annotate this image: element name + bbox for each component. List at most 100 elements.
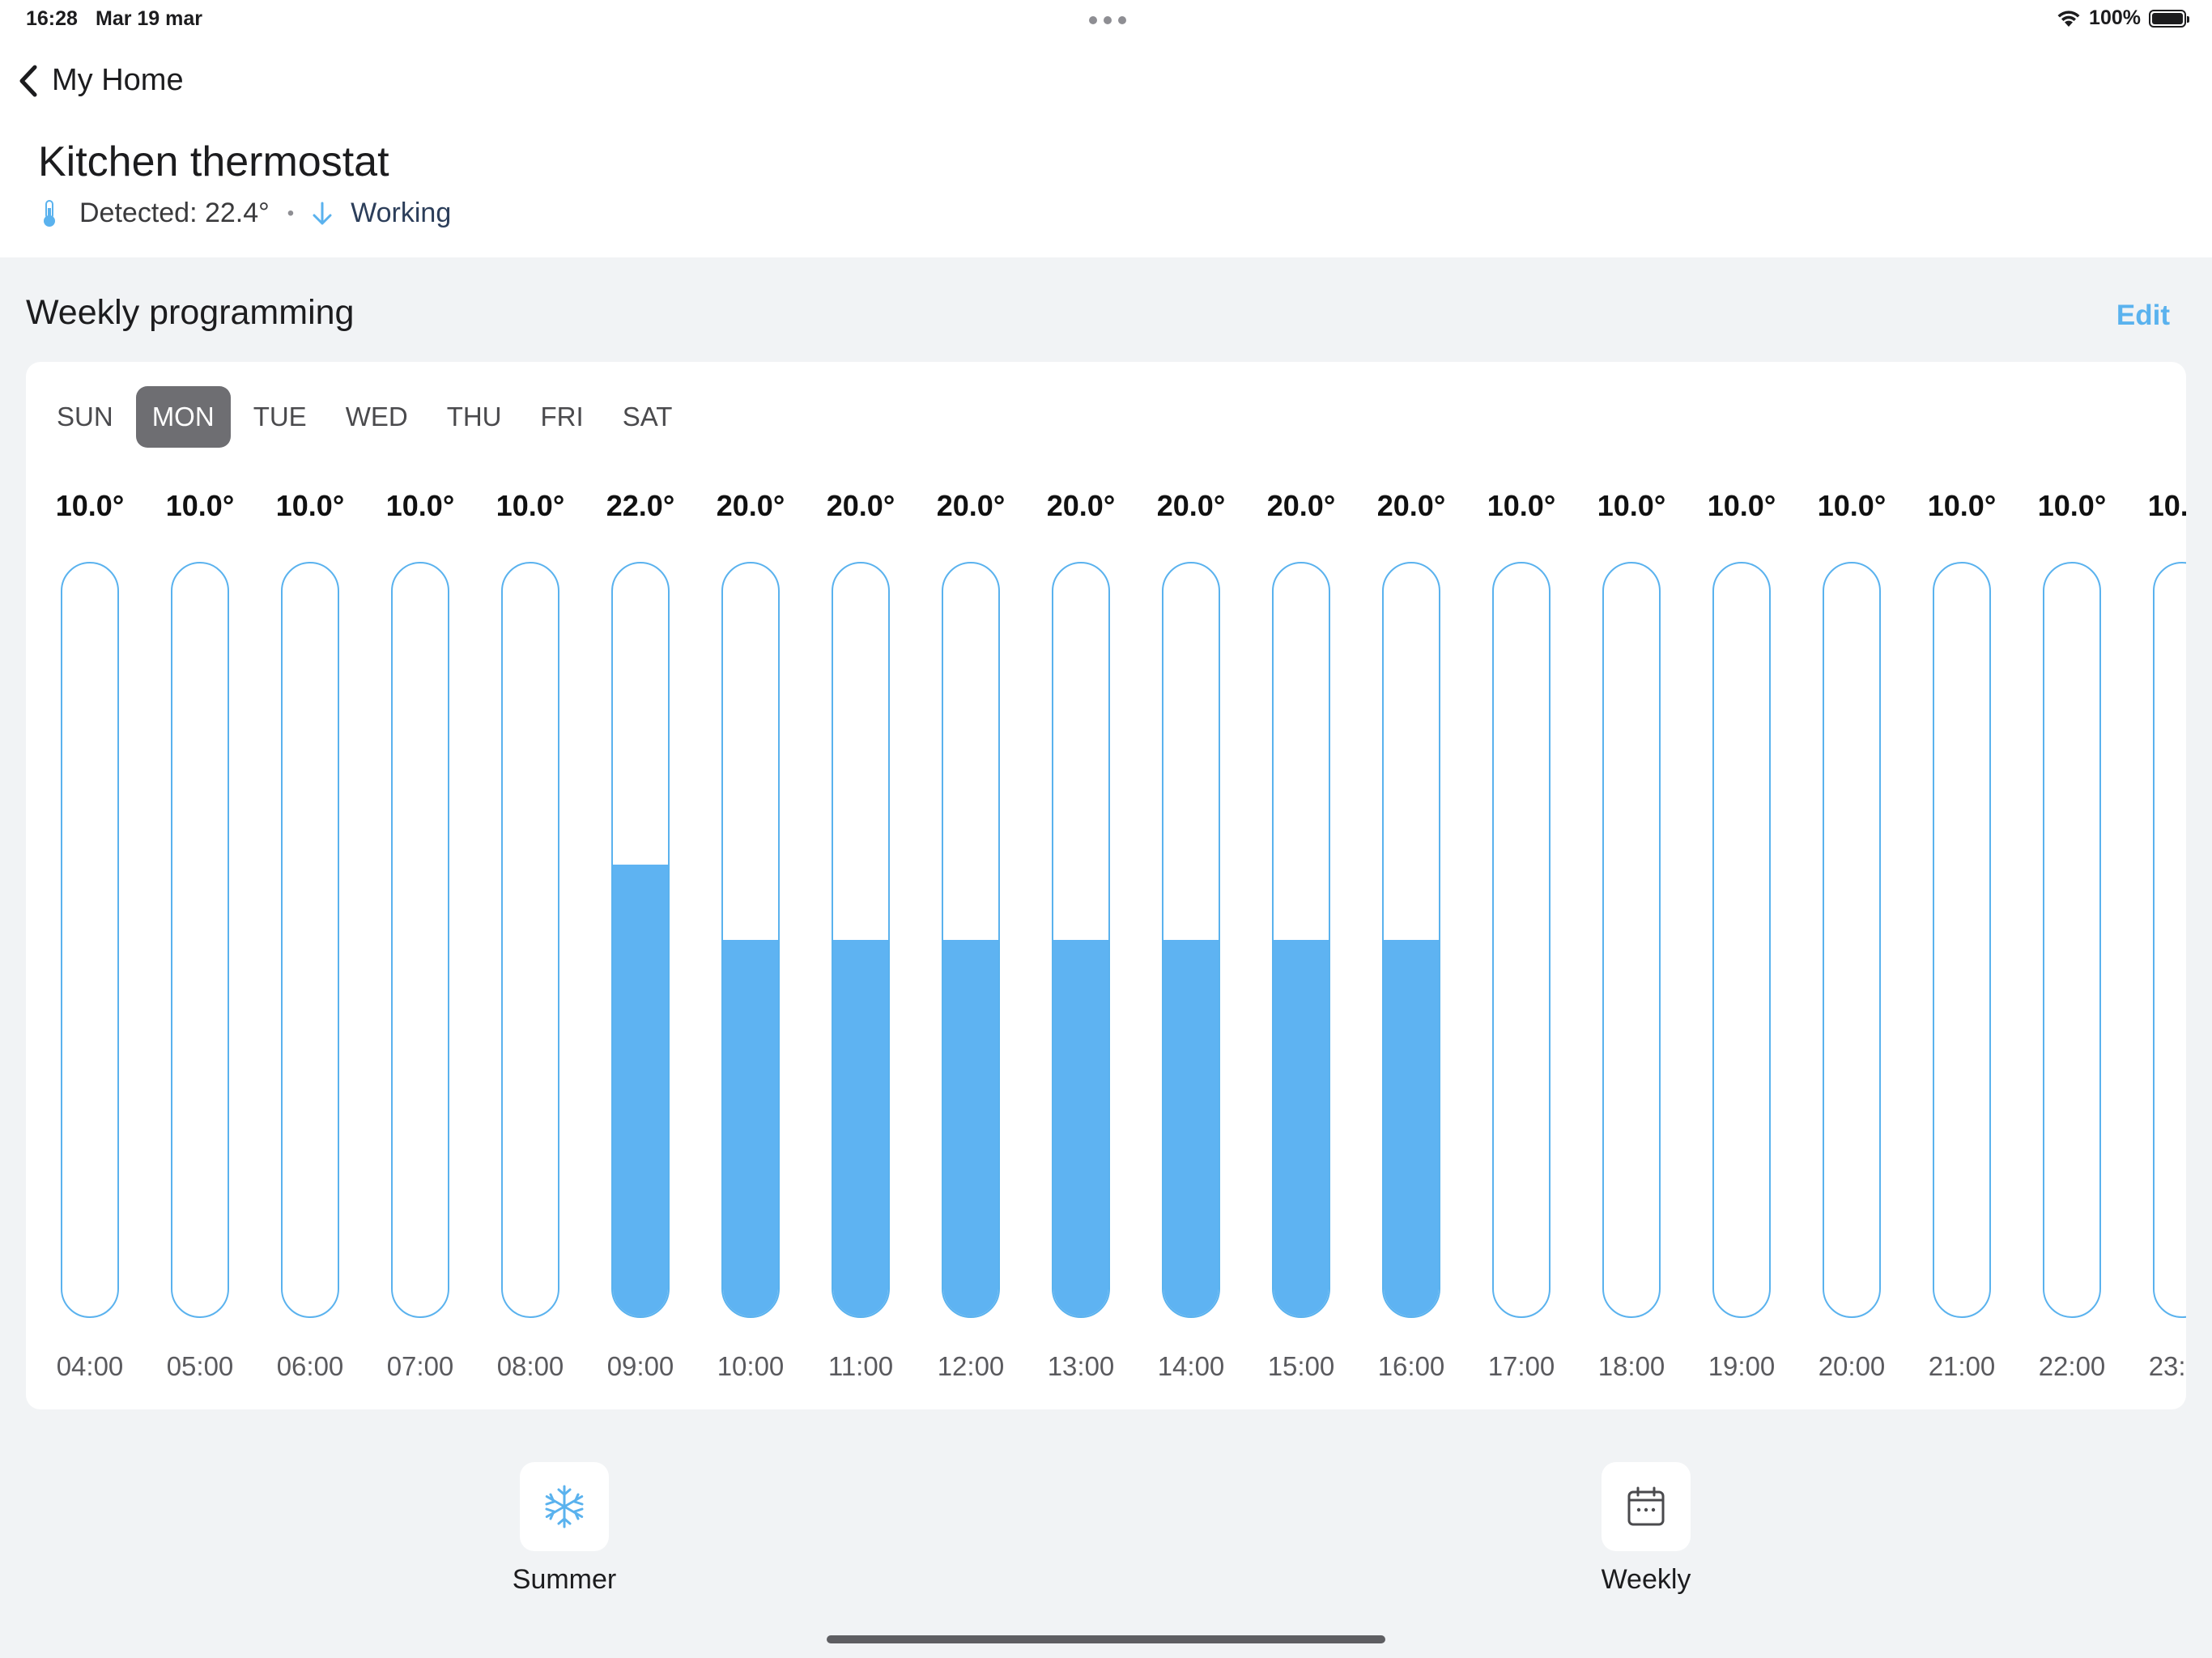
slot-temperature: 10.0° — [2037, 489, 2107, 522]
temperature-slider[interactable] — [1712, 562, 1771, 1318]
summer-label: Summer — [512, 1564, 617, 1595]
slot-temperature: 10.0° — [1707, 489, 1776, 522]
wifi-icon — [2057, 10, 2080, 27]
schedule-slot: 10.0° 07:00 — [365, 362, 475, 1409]
slot-time: 21:00 — [1928, 1351, 1996, 1381]
schedule-slot: 10.0° 23:00 — [2127, 362, 2186, 1409]
temperature-slider[interactable] — [1272, 562, 1330, 1318]
snowflake-icon — [545, 1485, 584, 1528]
temperature-slider[interactable] — [832, 562, 890, 1318]
slot-temperature: 10.0° — [1487, 489, 1556, 522]
slot-temperature: 10.0° — [2147, 489, 2186, 522]
schedule-slot: 10.0° 20:00 — [1797, 362, 1907, 1409]
summer-mode-icon-button[interactable] — [520, 1462, 609, 1551]
slot-time: 13:00 — [1047, 1351, 1115, 1381]
day-tab-sat[interactable]: SAT — [622, 402, 673, 432]
temperature-slider[interactable] — [1602, 562, 1661, 1318]
temperature-slider[interactable] — [2153, 562, 2186, 1318]
schedule-slot: 20.0° 10:00 — [696, 362, 806, 1409]
slot-time: 04:00 — [56, 1351, 124, 1381]
temperature-slider[interactable] — [1492, 562, 1551, 1318]
device-header: My Home Kitchen thermostat Detected: 22.… — [0, 39, 2212, 257]
page-title: Kitchen thermostat — [38, 138, 389, 185]
slot-time: 23:00 — [2148, 1351, 2186, 1381]
day-tab-thu[interactable]: THU — [446, 402, 502, 432]
day-tabs: SUN MON TUE WED THU FRI SAT — [40, 386, 695, 448]
slot-time: 08:00 — [496, 1351, 564, 1381]
battery-percent: 100% — [2089, 6, 2141, 29]
schedule-slot: 10.0° 18:00 — [1576, 362, 1687, 1409]
temperature-slider[interactable] — [501, 562, 559, 1318]
slot-temperature: 10.0° — [496, 489, 565, 522]
slot-time: 06:00 — [276, 1351, 344, 1381]
day-tab-mon[interactable]: MON — [135, 386, 231, 448]
multitasking-dots-icon[interactable] — [1089, 16, 1126, 24]
temperature-slider[interactable] — [611, 562, 670, 1318]
back-label: My Home — [52, 63, 184, 97]
schedule-slot: 10.0° 21:00 — [1907, 362, 2017, 1409]
temperature-slider-fill — [943, 940, 998, 1316]
day-tab-tue[interactable]: TUE — [253, 402, 307, 432]
slot-temperature: 20.0° — [1156, 489, 1226, 522]
calendar-icon — [1627, 1486, 1665, 1526]
day-tab-fri[interactable]: FRI — [540, 402, 584, 432]
schedule-slot: 10.0° 22:00 — [2017, 362, 2127, 1409]
slot-temperature: 20.0° — [1046, 489, 1116, 522]
hourly-slots: 10.0° 04:00 10.0° 05:00 10.0° 06:00 10.0° 07:00… — [26, 362, 2186, 1409]
temperature-slider[interactable] — [721, 562, 780, 1318]
temperature-slider[interactable] — [61, 562, 119, 1318]
schedule-slot: 20.0° 14:00 — [1136, 362, 1246, 1409]
slot-temperature: 10.0° — [1927, 489, 1997, 522]
schedule-card: 10.0° 04:00 10.0° 05:00 10.0° 06:00 10.0° 07:00… — [26, 362, 2186, 1409]
day-tab-sun[interactable]: SUN — [57, 402, 113, 432]
status-right: 100% — [2057, 6, 2189, 30]
temperature-slider[interactable] — [171, 562, 229, 1318]
slot-temperature: 22.0° — [606, 489, 675, 522]
home-indicator[interactable] — [827, 1635, 1385, 1643]
slot-time: 11:00 — [827, 1351, 894, 1381]
temperature-slider[interactable] — [1052, 562, 1110, 1318]
temperature-slider[interactable] — [391, 562, 449, 1318]
weekly-label: Weekly — [1601, 1564, 1691, 1595]
temperature-slider[interactable] — [2043, 562, 2101, 1318]
weekly-mode-icon-button[interactable] — [1602, 1462, 1691, 1551]
slot-temperature: 20.0° — [716, 489, 785, 522]
schedule-slot: 20.0° 12:00 — [916, 362, 1026, 1409]
slot-time: 15:00 — [1267, 1351, 1335, 1381]
slot-temperature: 20.0° — [1266, 489, 1336, 522]
edit-button[interactable]: Edit — [2116, 300, 2170, 331]
day-tab-wed[interactable]: WED — [345, 402, 408, 432]
back-button[interactable]: My Home — [18, 63, 184, 98]
slot-temperature: 10.0° — [55, 489, 125, 522]
slot-temperature: 20.0° — [936, 489, 1006, 522]
slot-time: 12:00 — [937, 1351, 1005, 1381]
temperature-slider[interactable] — [1382, 562, 1440, 1318]
status-date: Mar 19 mar — [96, 7, 203, 30]
schedule-slot: 10.0° 06:00 — [255, 362, 365, 1409]
detected-temperature: Detected: 22.4° — [79, 198, 270, 228]
temperature-slider[interactable] — [1823, 562, 1881, 1318]
schedule-slot: 22.0° 09:00 — [585, 362, 696, 1409]
schedule-slot: 20.0° 11:00 — [806, 362, 916, 1409]
slot-temperature: 20.0° — [1376, 489, 1446, 522]
temperature-slider[interactable] — [1933, 562, 1991, 1318]
battery-icon — [2149, 9, 2189, 28]
schedule-slot: 20.0° 13:00 — [1026, 362, 1136, 1409]
slot-time: 05:00 — [166, 1351, 234, 1381]
schedule-slot: 10.0° 17:00 — [1466, 362, 1576, 1409]
chevron-left-icon — [19, 65, 37, 96]
slot-temperature: 10.0° — [275, 489, 345, 522]
temperature-slider-fill — [1384, 940, 1439, 1316]
slot-time: 09:00 — [606, 1351, 674, 1381]
slot-time: 19:00 — [1708, 1351, 1776, 1381]
weekly-mode-button[interactable]: Weekly — [1565, 1462, 1727, 1596]
device-status-row: Detected: 22.4° • Working — [42, 198, 451, 229]
temperature-slider[interactable] — [1162, 562, 1220, 1318]
temperature-slider-fill — [723, 940, 778, 1316]
summer-mode-button[interactable]: Summer — [483, 1462, 645, 1596]
slot-time: 16:00 — [1377, 1351, 1445, 1381]
temperature-slider[interactable] — [281, 562, 339, 1318]
temperature-slider[interactable] — [942, 562, 1000, 1318]
slot-time: 14:00 — [1157, 1351, 1225, 1381]
